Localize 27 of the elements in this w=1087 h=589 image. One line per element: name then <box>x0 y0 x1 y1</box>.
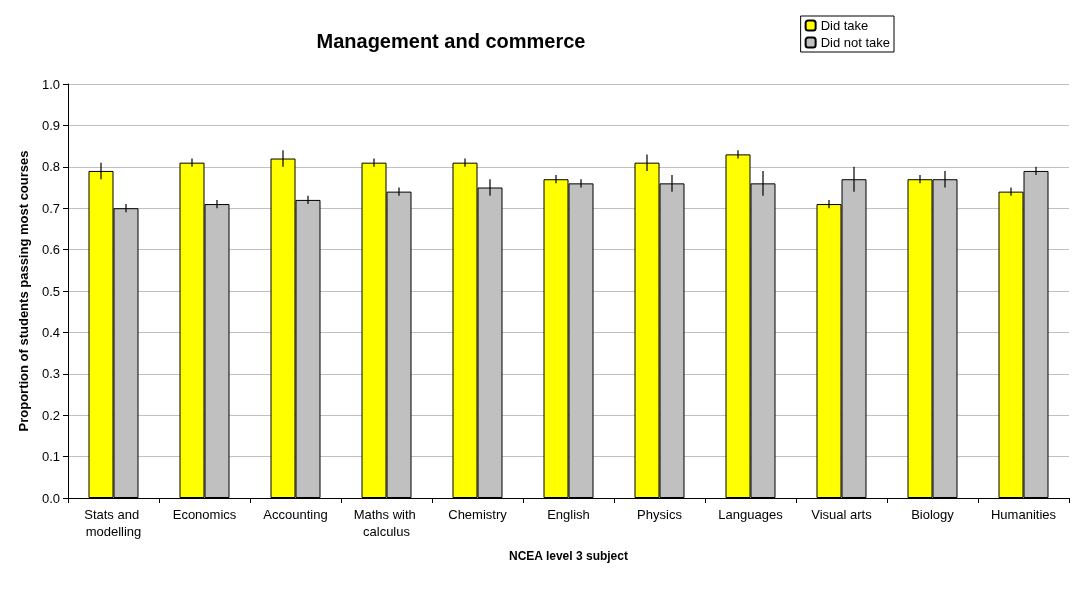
x-tick-label: Physics <box>637 507 683 522</box>
x-tick-label: Languages <box>718 507 784 522</box>
x-axis-title: NCEA level 3 subject <box>509 549 628 563</box>
x-tick-label: Maths with calculus <box>353 507 420 539</box>
x-tick-label: Biology <box>911 507 955 522</box>
y-tick-label: 0.7 <box>41 200 60 216</box>
legend-label: Did not take <box>820 35 890 50</box>
y-tick-label: 0.3 <box>41 366 60 382</box>
x-tick-label: Economics <box>172 507 237 522</box>
y-tick-label: 0.9 <box>41 117 60 133</box>
y-tick-label: 0.0 <box>41 490 60 506</box>
y-tick-label: 0.4 <box>41 324 60 340</box>
chart-title: Management and commerce <box>316 30 586 52</box>
x-tick-label: English <box>547 507 590 522</box>
y-tick-label: 0.5 <box>41 283 60 299</box>
y-axis-title: Proportion of students passing most courses <box>16 150 31 432</box>
y-tick-label: 0.1 <box>41 449 60 465</box>
x-tick-label: Stats and modelling <box>84 507 143 539</box>
x-tick-label: Visual arts <box>811 507 873 522</box>
y-tick-label: 1.0 <box>41 76 60 92</box>
y-tick-label: 0.2 <box>41 407 60 423</box>
legend-label: Did take <box>820 18 869 33</box>
x-tick-label: Humanities <box>990 507 1057 522</box>
y-tick-label: 0.6 <box>41 242 60 258</box>
x-tick-label: Chemistry <box>448 507 508 522</box>
x-tick-label: Accounting <box>263 507 328 522</box>
y-tick-label: 0.8 <box>41 159 60 175</box>
